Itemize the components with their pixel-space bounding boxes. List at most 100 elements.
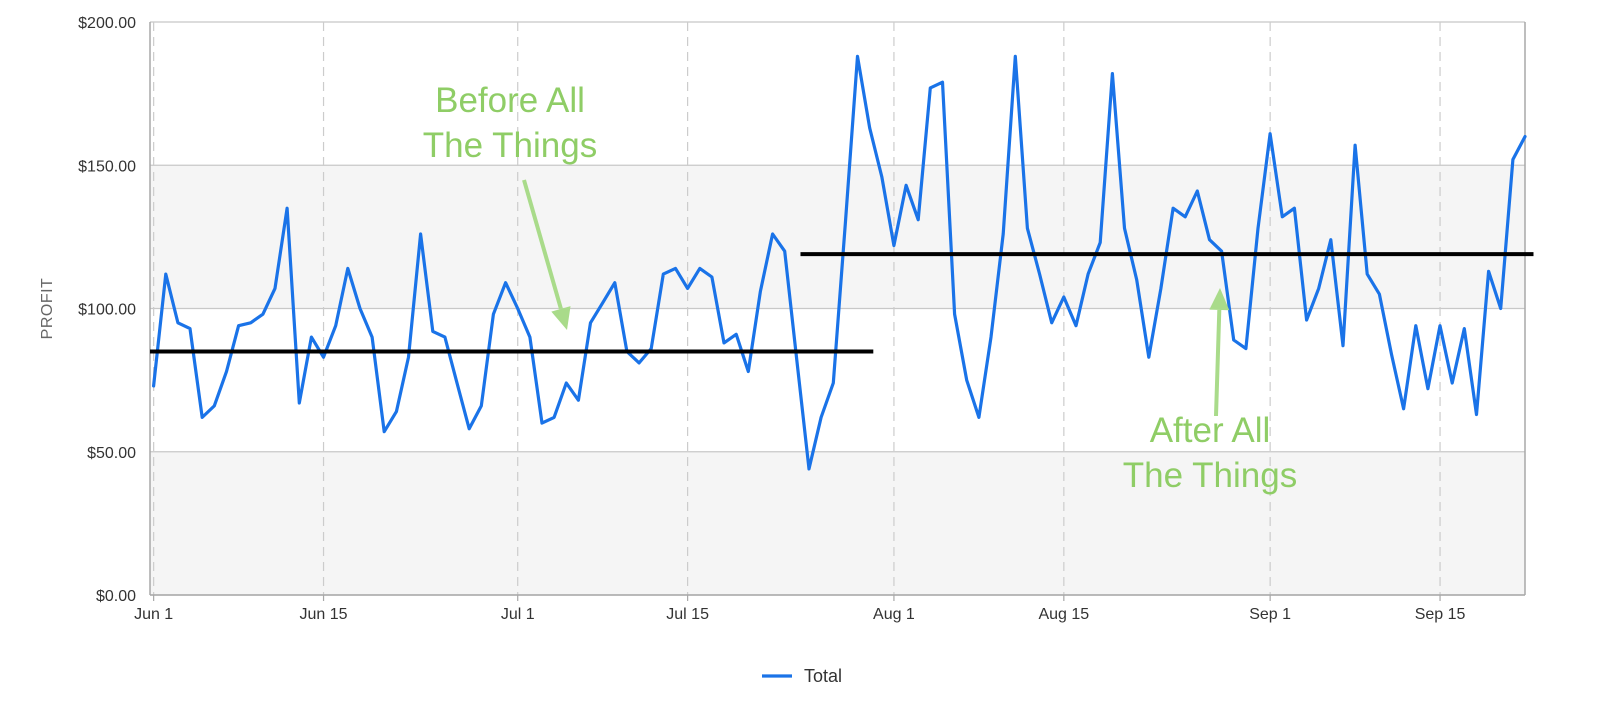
- data-point[interactable]: [1169, 204, 1177, 212]
- data-point[interactable]: [1242, 345, 1250, 353]
- data-point[interactable]: [635, 359, 643, 367]
- data-point[interactable]: [732, 330, 740, 338]
- data-point[interactable]: [271, 284, 279, 292]
- data-point[interactable]: [404, 353, 412, 361]
- data-point[interactable]: [441, 333, 449, 341]
- data-point[interactable]: [769, 230, 777, 238]
- data-point[interactable]: [295, 399, 303, 407]
- data-point[interactable]: [1460, 325, 1468, 333]
- data-point[interactable]: [344, 264, 352, 272]
- data-point[interactable]: [1121, 224, 1129, 232]
- data-point[interactable]: [878, 173, 886, 181]
- data-point[interactable]: [938, 78, 946, 86]
- data-point[interactable]: [1315, 284, 1323, 292]
- data-point[interactable]: [526, 333, 534, 341]
- data-point[interactable]: [1254, 224, 1262, 232]
- data-point[interactable]: [805, 465, 813, 473]
- data-point[interactable]: [1023, 224, 1031, 232]
- data-point[interactable]: [914, 216, 922, 224]
- data-point[interactable]: [1193, 187, 1201, 195]
- data-point[interactable]: [1205, 236, 1213, 244]
- data-point[interactable]: [1485, 267, 1493, 275]
- data-point[interactable]: [1351, 141, 1359, 149]
- data-point[interactable]: [1436, 322, 1444, 330]
- data-point[interactable]: [744, 368, 752, 376]
- data-point[interactable]: [793, 356, 801, 364]
- data-point[interactable]: [186, 325, 194, 333]
- data-point[interactable]: [538, 419, 546, 427]
- data-point[interactable]: [1290, 204, 1298, 212]
- data-point[interactable]: [1448, 379, 1456, 387]
- data-point[interactable]: [1521, 133, 1529, 141]
- data-point[interactable]: [866, 124, 874, 132]
- data-point[interactable]: [781, 247, 789, 255]
- data-point[interactable]: [550, 413, 558, 421]
- data-point[interactable]: [392, 408, 400, 416]
- data-point[interactable]: [247, 319, 255, 327]
- data-point[interactable]: [429, 327, 437, 335]
- data-point[interactable]: [380, 428, 388, 436]
- data-point[interactable]: [150, 382, 158, 390]
- data-point[interactable]: [1327, 236, 1335, 244]
- data-point[interactable]: [696, 264, 704, 272]
- data-point[interactable]: [1011, 52, 1019, 60]
- data-point[interactable]: [1375, 290, 1383, 298]
- data-point[interactable]: [477, 402, 485, 410]
- data-point[interactable]: [1230, 336, 1238, 344]
- data-point[interactable]: [1108, 70, 1116, 78]
- data-point[interactable]: [1363, 270, 1371, 278]
- data-point[interactable]: [417, 230, 425, 238]
- series-line-total[interactable]: [152, 54, 1527, 471]
- data-point[interactable]: [1339, 342, 1347, 350]
- data-point[interactable]: [599, 299, 607, 307]
- data-point[interactable]: [1145, 353, 1153, 361]
- data-point[interactable]: [1400, 405, 1408, 413]
- data-point[interactable]: [1157, 284, 1165, 292]
- data-point[interactable]: [514, 305, 522, 313]
- data-point[interactable]: [1133, 276, 1141, 284]
- data-point[interactable]: [587, 319, 595, 327]
- data-point[interactable]: [1278, 213, 1286, 221]
- data-point[interactable]: [671, 264, 679, 272]
- data-point[interactable]: [1048, 319, 1056, 327]
- data-point[interactable]: [332, 322, 340, 330]
- data-point[interactable]: [174, 319, 182, 327]
- data-point[interactable]: [489, 310, 497, 318]
- data-point[interactable]: [1084, 270, 1092, 278]
- data-point[interactable]: [562, 379, 570, 387]
- data-point[interactable]: [320, 353, 328, 361]
- data-point[interactable]: [659, 270, 667, 278]
- data-point[interactable]: [1181, 213, 1189, 221]
- data-point[interactable]: [1388, 350, 1396, 358]
- data-point[interactable]: [963, 376, 971, 384]
- data-point[interactable]: [951, 310, 959, 318]
- data-point[interactable]: [890, 241, 898, 249]
- data-point[interactable]: [502, 279, 510, 287]
- data-point[interactable]: [817, 413, 825, 421]
- data-point[interactable]: [222, 368, 230, 376]
- data-point[interactable]: [465, 425, 473, 433]
- data-point[interactable]: [756, 287, 764, 295]
- data-point[interactable]: [987, 333, 995, 341]
- data-point[interactable]: [1096, 239, 1104, 247]
- data-point[interactable]: [999, 230, 1007, 238]
- data-point[interactable]: [198, 413, 206, 421]
- data-point[interactable]: [720, 339, 728, 347]
- data-point[interactable]: [574, 396, 582, 404]
- data-point[interactable]: [283, 204, 291, 212]
- data-point[interactable]: [1497, 305, 1505, 313]
- data-point[interactable]: [1509, 156, 1517, 164]
- data-point[interactable]: [854, 52, 862, 60]
- data-point[interactable]: [1060, 293, 1068, 301]
- data-point[interactable]: [307, 333, 315, 341]
- data-point[interactable]: [453, 379, 461, 387]
- data-point[interactable]: [1072, 322, 1080, 330]
- legend[interactable]: Total: [762, 666, 842, 686]
- data-point[interactable]: [162, 270, 170, 278]
- data-point[interactable]: [1266, 130, 1274, 138]
- data-point[interactable]: [1036, 270, 1044, 278]
- data-point[interactable]: [210, 402, 218, 410]
- data-point[interactable]: [841, 219, 849, 227]
- data-point[interactable]: [1303, 316, 1311, 324]
- data-point[interactable]: [259, 310, 267, 318]
